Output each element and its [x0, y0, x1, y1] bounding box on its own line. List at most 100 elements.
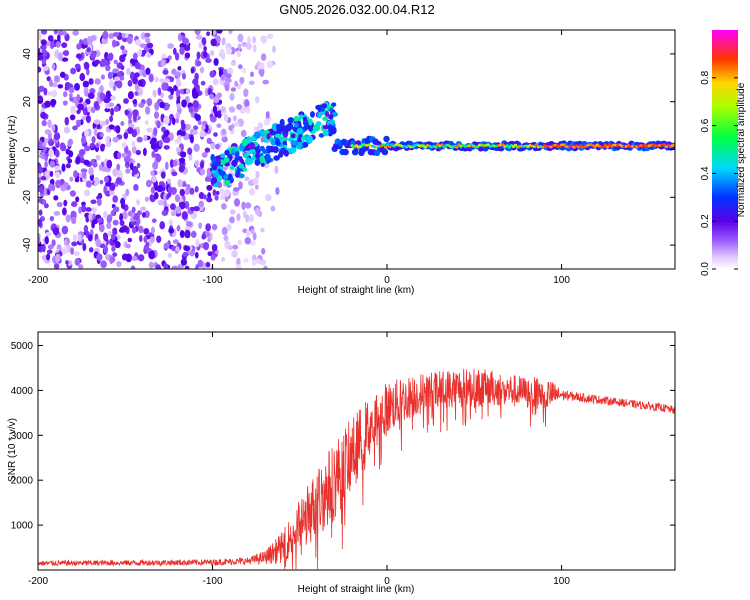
spectrogram-cell [49, 170, 54, 177]
spectrogram-cell [223, 189, 231, 197]
spectrogram-cell [224, 195, 229, 203]
spectrogram-cell [266, 133, 271, 140]
spectrogram-cell [90, 106, 96, 114]
spectrogram-cell [229, 176, 234, 183]
spectrogram-cell [275, 123, 281, 131]
spectrogram-cell [119, 213, 124, 222]
spectrogram-cell [216, 30, 223, 34]
spectrogram-cell [40, 111, 47, 119]
spectrogram-cell [186, 220, 193, 228]
spectrogram-cell [45, 231, 52, 237]
spectrogram-cell [182, 72, 186, 80]
spectrogram-cell [192, 129, 198, 136]
spectrogram-cell [224, 179, 231, 186]
spectrogram-cell [138, 225, 144, 234]
spectrogram-cell [75, 196, 80, 203]
spectrogram-cell [175, 112, 181, 119]
spectrogram-cell [38, 32, 42, 41]
spectrogram-cell [78, 206, 82, 214]
spectrogram-cell [266, 60, 274, 69]
spectrogram-cell [199, 66, 205, 74]
spectrogram-cell [206, 197, 213, 203]
bottom-x-tick-label: 0 [384, 576, 390, 587]
spectrogram-cell [71, 201, 78, 208]
spectrogram-cell [154, 102, 160, 111]
spectrogram-cell [112, 219, 119, 226]
spectrogram-cell [65, 260, 69, 265]
spectrogram-cell [112, 195, 119, 203]
spectrogram-cell [47, 35, 54, 42]
top-y-tick-label: 0 [22, 146, 33, 152]
spectrogram-cell [85, 68, 90, 76]
spectrogram-cell [125, 168, 131, 174]
spectrogram-cell [383, 135, 390, 143]
spectrogram-cell [203, 45, 207, 52]
spectrogram-cell [160, 92, 164, 99]
spectrogram-cell [236, 103, 242, 110]
spectrogram-cell [140, 206, 147, 212]
spectrogram-cell [39, 186, 44, 195]
spectrogram-cell [144, 32, 151, 38]
spectrogram-cell [76, 109, 81, 115]
snr-plot: -200 -100 0 100 1000 2000 3000 4000 5000 Height… [7, 331, 676, 595]
spectrogram-cell [74, 63, 81, 69]
spectrogram-cell [76, 43, 82, 50]
spectrogram-cell [192, 78, 199, 86]
bottom-x-ticks: -200 -100 0 100 [28, 332, 570, 587]
spectrogram-cell [99, 92, 105, 101]
spectrogram-cell [221, 203, 227, 210]
spectrogram-cell [331, 102, 337, 107]
spectrogram-cell [220, 106, 226, 113]
spectrogram-cell [290, 133, 296, 139]
spectrogram-cell [61, 246, 68, 255]
spectrogram-cell [53, 30, 59, 35]
spectrogram-cell [116, 80, 123, 89]
spectrogram-cell [159, 221, 166, 230]
spectrogram-cell [51, 124, 56, 132]
spectrogram-cell [61, 163, 66, 172]
spectrogram-cell [148, 73, 154, 83]
spectrogram-cell [80, 136, 87, 144]
spectrogram-cell [108, 124, 115, 130]
spectrogram-cell [216, 123, 222, 128]
spectrogram-cell [196, 167, 202, 173]
spectrogram-cell [107, 71, 113, 80]
spectrogram-cell [207, 87, 213, 96]
spectrogram-cell [82, 171, 87, 179]
spectrogram-cell [239, 158, 245, 163]
spectrogram-cell [173, 84, 178, 92]
spectrogram-cell [115, 125, 121, 134]
spectrogram-cell [289, 146, 297, 154]
spectrogram-cell [213, 132, 218, 137]
spectrogram-cell [92, 161, 98, 168]
spectrogram-cell [99, 132, 104, 138]
spectrogram-cell [207, 237, 212, 243]
spectrogram-cell [88, 78, 94, 85]
spectrogram-cell [96, 253, 103, 261]
spectrogram-cell [237, 239, 242, 246]
spectrogram-cell [232, 244, 239, 250]
spectrogram-cell [540, 145, 545, 149]
spectrogram-cell [51, 89, 58, 98]
spectrogram-cell [315, 121, 322, 127]
spectrogram-cell [167, 253, 172, 258]
spectrogram-cell [123, 98, 129, 104]
spectrogram-cell [259, 155, 265, 163]
spectrogram-cell [96, 217, 103, 224]
spectrogram-cell [100, 58, 107, 67]
spectrogram-cell [153, 111, 160, 119]
spectrogram-cell [133, 113, 137, 122]
spectrogram-cell [83, 225, 89, 233]
spectrogram-cell [273, 155, 280, 161]
spectrogram-cell [184, 265, 190, 269]
spectrogram-cell [193, 206, 200, 212]
spectrogram-cell [476, 145, 480, 149]
spectrogram-cell [58, 30, 64, 36]
spectrogram-cell [175, 246, 180, 252]
spectrogram-cell [63, 182, 69, 187]
spectrogram-cell [237, 64, 243, 70]
spectrogram-cell [141, 49, 147, 55]
spectrogram-cell [85, 207, 92, 212]
spectrogram-cell [131, 140, 136, 148]
spectrogram-cell [201, 37, 207, 46]
